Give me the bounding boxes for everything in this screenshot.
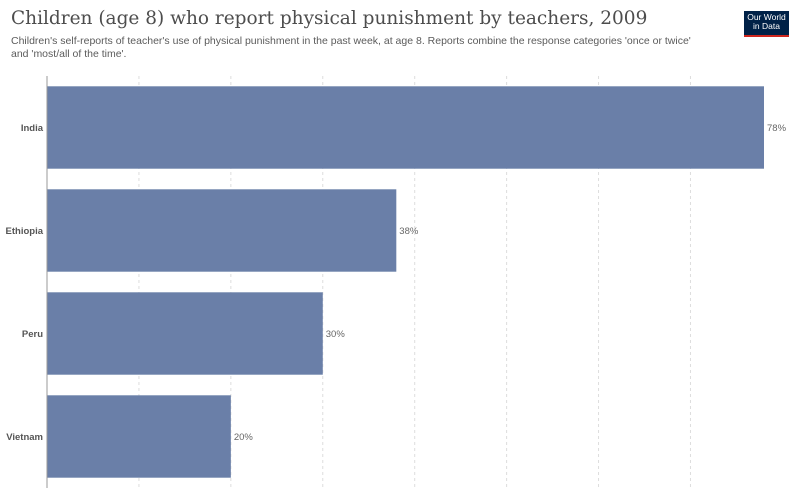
value-label: 38% [399, 226, 419, 237]
owid-logo[interactable]: Our World in Data [744, 11, 789, 37]
chart-title: Children (age 8) who report physical pun… [11, 8, 648, 29]
bar [47, 189, 397, 272]
bar [47, 395, 231, 478]
category-label: Vietnam [6, 432, 43, 443]
chart-subtitle: Children's self-reports of teacher's use… [11, 35, 691, 60]
bar [47, 86, 764, 169]
value-label: 30% [326, 329, 346, 340]
value-label: 20% [234, 432, 254, 443]
category-label: Ethiopia [6, 226, 44, 237]
bar [47, 292, 323, 375]
value-label: 78% [767, 123, 787, 134]
category-label: Peru [22, 329, 43, 340]
category-label: India [21, 123, 44, 134]
